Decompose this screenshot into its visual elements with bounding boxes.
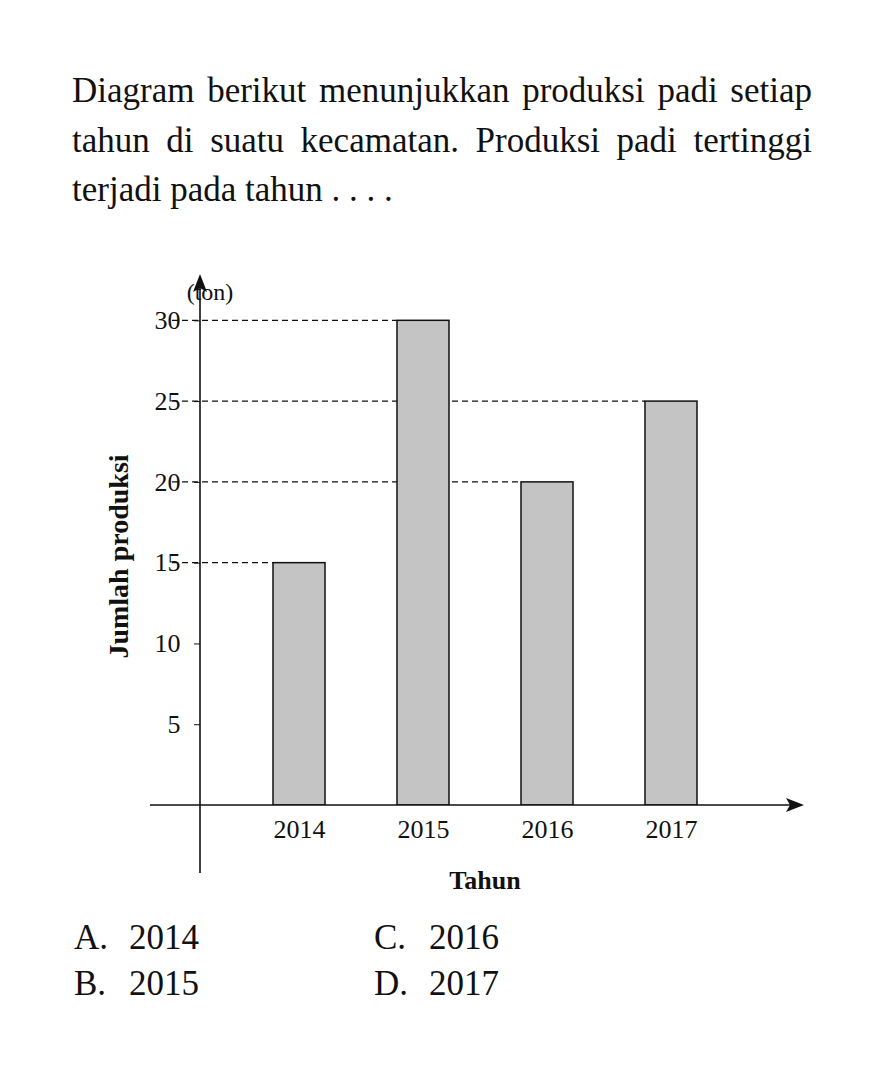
html-text:2014: 2014 xyxy=(129,918,199,957)
svg-text:Jumlah produksi: Jumlah produksi xyxy=(103,454,134,658)
svg-text:25: 25 xyxy=(155,387,181,416)
svg-text:(ton): (ton) xyxy=(187,279,234,305)
html-text:2017: 2017 xyxy=(429,964,499,1003)
svg-text:10: 10 xyxy=(155,629,181,658)
svg-text:15: 15 xyxy=(155,548,181,577)
svg-text:5: 5 xyxy=(168,710,181,739)
html-text:2015: 2015 xyxy=(129,964,199,1003)
svg-text:30: 30 xyxy=(155,306,181,335)
html-text:2016: 2016 xyxy=(429,918,499,957)
html-text:C.: C. xyxy=(374,918,407,957)
html-text:Diagram berikut menunjukkan pr: Diagram berikut menunjukkan produksi pad… xyxy=(72,71,812,210)
html-text:A.: A. xyxy=(74,918,108,957)
svg-text:2016: 2016 xyxy=(522,815,574,844)
svg-text:2017: 2017 xyxy=(646,815,698,844)
svg-text:20: 20 xyxy=(155,468,181,497)
html-text:B.: B. xyxy=(74,964,107,1003)
html-text:D.: D. xyxy=(374,964,408,1003)
svg-text:Tahun: Tahun xyxy=(449,866,521,895)
svg-text:2015: 2015 xyxy=(398,815,450,844)
svg-text:2014: 2014 xyxy=(274,815,326,844)
